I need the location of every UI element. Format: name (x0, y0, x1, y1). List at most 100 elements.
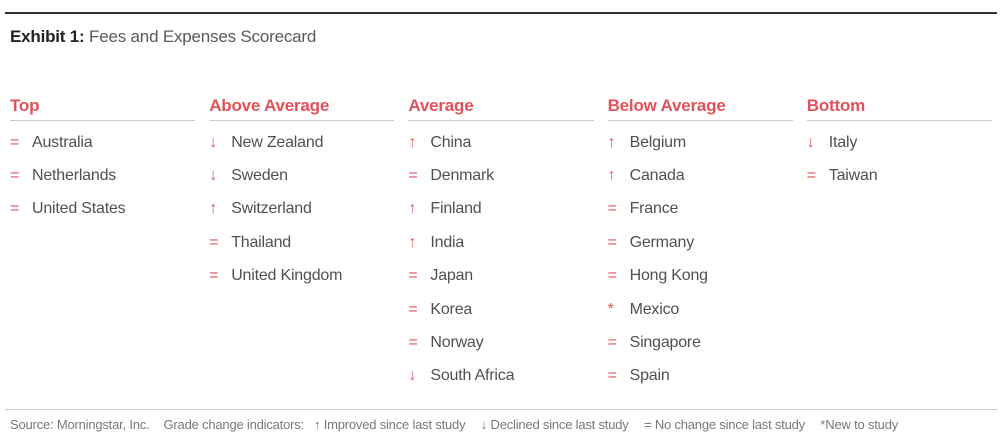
legend-item: ↓ Declined since last study (480, 417, 629, 432)
grade-change-indicator: ↓ (806, 133, 815, 151)
country-label: Taiwan (828, 167, 878, 185)
country-label: Korea (430, 300, 473, 318)
column-entries: ↓ New Zealand ↓ Sweden ↑ Switzerland = T… (209, 121, 394, 293)
grade-change-indicator: ↓ (408, 367, 417, 385)
country-label: Italy (828, 133, 858, 151)
grade-change-indicator: ↑ (408, 200, 417, 218)
country-label: Denmark (430, 167, 494, 185)
country-label: Japan (430, 267, 473, 285)
country-row: ↑ Belgium (608, 126, 793, 159)
country-label: China (430, 133, 472, 151)
exhibit-title-prefix: Exhibit 1: (10, 27, 85, 46)
country-row: ↑ Finland (408, 193, 593, 226)
grade-change-indicator: = (607, 267, 617, 285)
country-row: = France (608, 193, 793, 226)
grade-change-indicator: ↑ (209, 200, 217, 218)
column-header: Average (408, 96, 594, 121)
country-label: Switzerland (231, 200, 312, 218)
country-row: = Netherlands (10, 159, 195, 192)
legend-item: = No change since last study (644, 417, 805, 432)
country-label: Australia (32, 133, 93, 151)
grade-change-indicator: = (607, 233, 617, 251)
column-entries: ↑ Belgium ↑ Canada = France = Germany = … (608, 121, 793, 393)
column-entries: = Australia = Netherlands = United State… (10, 121, 195, 226)
country-row: = Norway (408, 326, 593, 359)
country-row: = Thailand (209, 226, 394, 259)
country-label: South Africa (430, 367, 515, 385)
column-entries: ↑ China = Denmark ↑ Finland ↑ India = Ja… (408, 121, 593, 393)
grade-change-indicator: ↓ (209, 167, 217, 185)
country-label: New Zealand (231, 133, 324, 151)
grade-change-indicator: = (10, 133, 20, 151)
country-row: * Mexico (608, 293, 793, 326)
scorecard-column: Average ↑ China = Denmark ↑ Finland ↑ In… (408, 96, 594, 393)
country-label: Canada (629, 167, 685, 185)
country-label: Sweden (231, 167, 288, 185)
grade-change-indicator: = (408, 167, 418, 185)
scorecard-grid: Top = Australia = Netherlands = United S… (10, 96, 992, 393)
column-header: Bottom (806, 96, 992, 121)
country-row: ↓ New Zealand (209, 126, 394, 159)
top-divider (5, 12, 997, 14)
country-row: = United Kingdom (209, 260, 394, 293)
country-label: Norway (430, 334, 484, 352)
grade-change-indicator: = (607, 334, 617, 352)
country-label: Singapore (629, 334, 701, 352)
column-header: Above Average (209, 96, 395, 121)
country-label: Germany (629, 233, 695, 251)
country-row: ↑ China (408, 126, 593, 159)
country-label: United States (32, 200, 126, 218)
country-row: = Singapore (608, 326, 793, 359)
grade-change-indicator: ↑ (607, 133, 616, 151)
grade-change-indicator: = (10, 167, 20, 185)
column-header: Below Average (607, 96, 793, 121)
country-label: France (629, 200, 679, 218)
country-row: ↑ Switzerland (209, 193, 394, 226)
country-label: United Kingdom (231, 267, 343, 285)
scorecard-column: Bottom ↓ Italy = Taiwan (806, 96, 992, 393)
country-label: Netherlands (32, 167, 117, 185)
grade-change-indicator: = (408, 334, 418, 352)
footer: Source: Morningstar, Inc. Grade change i… (5, 409, 997, 432)
exhibit-title: Exhibit 1: Fees and Expenses Scorecard (10, 27, 316, 47)
grade-change-indicator: = (10, 200, 20, 218)
country-row: ↓ Italy (807, 126, 992, 159)
country-label: Mexico (629, 300, 680, 318)
column-header: Top (10, 96, 196, 121)
country-row: = United States (10, 193, 195, 226)
country-label: Finland (430, 200, 482, 218)
country-row: = Korea (408, 293, 593, 326)
country-row: ↑ India (408, 226, 593, 259)
country-row: ↓ Sweden (209, 159, 394, 192)
grade-change-indicator: ↓ (209, 133, 217, 151)
grade-change-indicator: = (209, 267, 219, 285)
country-row: = Taiwan (807, 159, 992, 192)
grade-change-indicator: * (607, 300, 614, 318)
country-row: = Hong Kong (608, 260, 793, 293)
column-entries: ↓ Italy = Taiwan (807, 121, 992, 193)
country-row: = Denmark (408, 159, 593, 192)
grade-change-indicator: = (408, 267, 418, 285)
grade-change-indicator: ↑ (607, 167, 616, 185)
grade-change-indicator: ↑ (408, 133, 417, 151)
legend-label: Grade change indicators: (163, 417, 305, 432)
country-row: ↓ South Africa (408, 360, 593, 393)
source-text: Source: Morningstar, Inc. (10, 417, 150, 432)
scorecard-column: Below Average ↑ Belgium ↑ Canada = Franc… (607, 96, 793, 393)
grade-change-indicator: = (607, 367, 617, 385)
scorecard-column: Top = Australia = Netherlands = United S… (10, 96, 196, 393)
country-row: ↑ Canada (608, 159, 793, 192)
country-row: = Spain (608, 360, 793, 393)
country-label: Hong Kong (629, 267, 708, 285)
country-label: Thailand (231, 233, 291, 251)
legend-item: ↑ Improved since last study (313, 417, 466, 432)
country-row: = Germany (608, 226, 793, 259)
grade-change-indicator: = (607, 200, 617, 218)
grade-change-indicator: ↑ (408, 233, 417, 251)
country-label: Belgium (629, 133, 687, 151)
exhibit-title-text: Fees and Expenses Scorecard (84, 27, 317, 46)
country-label: Spain (629, 367, 670, 385)
grade-change-indicator: = (209, 233, 219, 251)
legend-item: *New to study (820, 417, 899, 432)
country-label: India (430, 233, 465, 251)
